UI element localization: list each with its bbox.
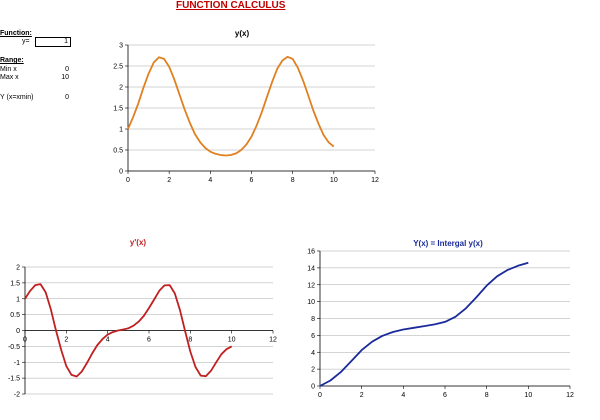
- x-tick-label: 12: [566, 392, 574, 399]
- chart-integral: Y(x) = Intergal y(x) 0 2 4 6 8 10 12 14 16 0 2 4 6 8 10…: [307, 239, 574, 399]
- y-tick-label: 0: [119, 169, 123, 176]
- y-tick-label: -2: [14, 392, 20, 399]
- series-line: [24, 283, 233, 378]
- x-tick-label: 0: [126, 177, 130, 184]
- x-tick-label: 4: [401, 392, 405, 399]
- parameter-panel: Function: y= 1 Range: Min x 0 Max x 10 Y…: [0, 0, 90, 110]
- y-tick-label: 12: [307, 282, 315, 289]
- min-x-label: Min x: [0, 66, 17, 73]
- y-tick-label: 1.5: [10, 280, 20, 287]
- y-tick-label: 3: [119, 43, 123, 50]
- min-x-value[interactable]: 0: [65, 66, 69, 73]
- y-tick-label: 2: [311, 367, 315, 374]
- y-tick-label: 14: [307, 265, 315, 272]
- series-line: [319, 261, 529, 387]
- x-tick-label: 10: [524, 392, 532, 399]
- chart-title: Y(x) = Intergal y(x): [413, 239, 483, 248]
- y-tick-label: 0: [311, 384, 315, 391]
- y-equals-label: y=: [22, 38, 30, 45]
- y-tick-label: 1: [119, 127, 123, 134]
- x-tick-label: 8: [188, 337, 192, 344]
- x-tick-label: 8: [291, 177, 295, 184]
- y-tick-label: -0.5: [8, 344, 20, 351]
- chart-title: y(x): [235, 29, 250, 38]
- y-at-xmin-value[interactable]: 0: [65, 94, 69, 101]
- y-tick-label: 1: [16, 296, 20, 303]
- x-tick-label: 12: [371, 177, 379, 184]
- sheet-title: FUNCTION CALCULUS: [176, 0, 286, 11]
- y-tick-label: -1.5: [8, 376, 20, 383]
- x-tick-label: 6: [147, 337, 151, 344]
- y-tick-label: -1: [14, 360, 20, 367]
- y-tick-label: 2: [119, 85, 123, 92]
- y-tick-label: 2.5: [113, 64, 123, 71]
- x-tick-label: 10: [228, 337, 236, 344]
- x-tick-label: 12: [269, 337, 277, 344]
- max-x-value[interactable]: 10: [61, 74, 69, 81]
- y-tick-label: 4: [311, 350, 315, 357]
- y-tick-label: 0.5: [10, 312, 20, 319]
- y-tick-label: 6: [311, 333, 315, 340]
- x-tick-label: 4: [208, 177, 212, 184]
- x-tick-label: 2: [64, 337, 68, 344]
- series-line: [127, 55, 335, 157]
- x-tick-label: 6: [250, 177, 254, 184]
- chart-y-prime: y'(x)-2-1.5-1-0.500.511.520 2 4 6 8 10 12: [8, 238, 277, 399]
- y-tick-label: 16: [307, 249, 315, 256]
- x-tick-label: 10: [330, 177, 338, 184]
- y-tick-label: 8: [311, 316, 315, 323]
- x-tick-label: 2: [360, 392, 364, 399]
- x-tick-label: 8: [485, 392, 489, 399]
- y-tick-label: 2: [16, 265, 20, 272]
- x-tick-label: 2: [167, 177, 171, 184]
- x-tick-label: 6: [443, 392, 447, 399]
- chart-y: y(x) 0 0.5 1 1.5 2 2.5 3 0 2 4 6 8 10 12: [113, 29, 379, 184]
- chart-title: y'(x): [130, 238, 146, 247]
- x-tick-label: 0: [23, 337, 27, 344]
- range-label: Range:: [0, 57, 24, 64]
- y-at-xmin-label: Y (x=xmin): [0, 94, 34, 101]
- x-tick-label: 4: [106, 337, 110, 344]
- y-tick-label: 10: [307, 299, 315, 306]
- function-label: Function:: [0, 30, 32, 37]
- x-tick-label: 0: [318, 392, 322, 399]
- y-tick-label: 0: [16, 328, 20, 335]
- max-x-label: Max x: [0, 74, 19, 81]
- function-input[interactable]: 1: [35, 37, 71, 47]
- y-tick-label: 1.5: [113, 106, 123, 113]
- y-tick-label: 0.5: [113, 148, 123, 155]
